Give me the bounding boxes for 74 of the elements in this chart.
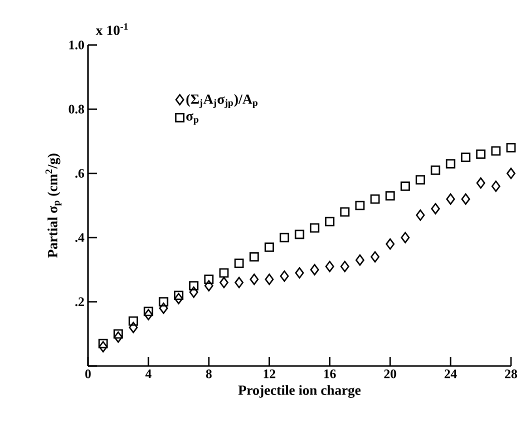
point bbox=[144, 306, 154, 316]
y-tick-label: .2 bbox=[75, 297, 84, 306]
point bbox=[114, 329, 123, 339]
point bbox=[506, 168, 516, 180]
point bbox=[144, 308, 153, 320]
x-tick-label: 20 bbox=[384, 370, 396, 378]
point bbox=[325, 260, 334, 272]
point bbox=[431, 203, 440, 214]
point bbox=[98, 338, 108, 348]
point bbox=[128, 322, 138, 334]
y-tick-label: .6 bbox=[75, 169, 84, 178]
x-tick-label: 0 bbox=[85, 370, 91, 378]
x-tick-label: 12 bbox=[264, 370, 276, 378]
point bbox=[264, 242, 274, 252]
point bbox=[476, 177, 486, 189]
x-tick-label: 16 bbox=[324, 370, 336, 378]
x-tick-label: 24 bbox=[444, 370, 457, 378]
point bbox=[204, 274, 214, 284]
point bbox=[98, 341, 108, 352]
point bbox=[174, 290, 184, 300]
point bbox=[325, 216, 334, 226]
point bbox=[128, 316, 138, 326]
point bbox=[189, 286, 198, 298]
point bbox=[234, 258, 244, 268]
point bbox=[446, 193, 456, 205]
point bbox=[220, 276, 228, 288]
y-tick-label: 0.8 bbox=[68, 104, 84, 114]
legend-label: σ$_{p}$ bbox=[186, 113, 198, 125]
point bbox=[430, 166, 440, 175]
point bbox=[158, 297, 168, 306]
point bbox=[506, 143, 516, 152]
point bbox=[204, 280, 214, 292]
point bbox=[219, 268, 229, 278]
point bbox=[461, 193, 470, 205]
point bbox=[159, 302, 168, 314]
point bbox=[461, 152, 470, 162]
point bbox=[416, 209, 425, 221]
point bbox=[355, 254, 364, 266]
point bbox=[416, 175, 426, 185]
point bbox=[340, 260, 350, 272]
point bbox=[174, 292, 184, 304]
point bbox=[280, 232, 290, 242]
point bbox=[114, 331, 123, 343]
point bbox=[310, 264, 320, 276]
point bbox=[370, 251, 380, 263]
x-tick-label: 28 bbox=[505, 370, 518, 378]
text: x 10$^{-1}$ bbox=[96, 23, 128, 36]
point bbox=[476, 149, 486, 159]
point bbox=[340, 207, 350, 217]
x-tick-label: 8 bbox=[206, 370, 212, 378]
point bbox=[355, 200, 365, 210]
point bbox=[295, 267, 304, 279]
x-tick-label: 4 bbox=[145, 370, 152, 378]
point bbox=[249, 252, 259, 262]
point bbox=[234, 276, 244, 288]
point bbox=[264, 274, 274, 286]
point bbox=[370, 194, 380, 204]
point bbox=[385, 191, 395, 201]
y-tick-label: .4 bbox=[75, 233, 84, 242]
point bbox=[250, 274, 259, 286]
point bbox=[400, 232, 410, 244]
point bbox=[491, 146, 501, 156]
point bbox=[446, 159, 456, 168]
y-tick-label: 1.0 bbox=[69, 40, 84, 50]
point bbox=[386, 238, 395, 250]
point bbox=[294, 230, 304, 240]
point bbox=[189, 281, 198, 290]
point bbox=[280, 270, 289, 282]
point bbox=[310, 223, 320, 233]
point bbox=[400, 182, 410, 191]
x-axis-title: Projectile ion charge bbox=[238, 385, 361, 398]
y-axis-title: Partial σ$_{p}$ (cm$^{2}$/g) bbox=[46, 154, 62, 258]
legend-label: (Σ$_{j}$A$_{j}$σ$_{jp}$)/A$_{p}$ bbox=[186, 94, 258, 108]
point bbox=[491, 180, 500, 192]
